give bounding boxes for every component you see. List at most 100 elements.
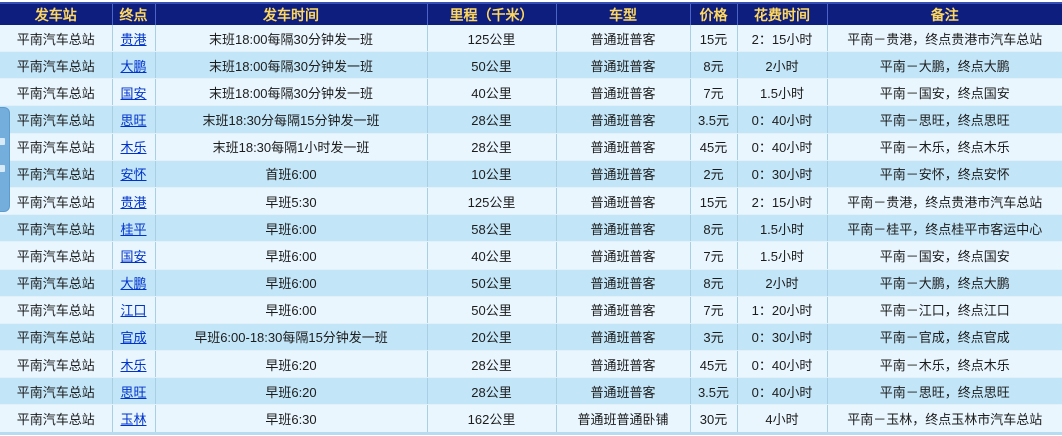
destination-link[interactable]: 思旺 [120, 384, 147, 400]
cell-destination: 江口 [112, 296, 156, 324]
cell-remark: 平南－国安，终点国安 [827, 78, 1062, 107]
widget-icon [0, 165, 5, 172]
cell-departure-time: 早班5:30 [155, 187, 428, 216]
destination-link[interactable]: 大鹏 [120, 276, 147, 292]
column-header-price: 价格 [690, 2, 738, 25]
cell-remark: 平南－贵港，终点贵港市汽车总站 [827, 25, 1062, 52]
destination-link[interactable]: 安怀 [120, 167, 147, 183]
cell-remark: 平南－贵港，终点贵港市汽车总站 [827, 187, 1062, 216]
cell-bus-type: 普通班普客 [556, 350, 691, 379]
destination-link[interactable]: 官成 [120, 330, 147, 346]
cell-bus-type: 普通班普客 [556, 51, 691, 80]
cell-bus-type: 普通班普客 [556, 377, 691, 406]
destination-link[interactable]: 玉林 [120, 412, 147, 428]
cell-bus-type: 普通班普客 [556, 187, 691, 216]
destination-link[interactable]: 贵港 [120, 194, 147, 210]
cell-distance: 58公里 [427, 214, 557, 243]
cell-departure-time: 早班6:00 [155, 269, 428, 297]
column-header-remark: 备注 [827, 2, 1062, 25]
cell-departure-time: 早班6:00 [155, 214, 428, 243]
destination-link[interactable]: 江口 [120, 303, 147, 319]
cell-departure-station: 平南汽车总站 [0, 269, 113, 297]
cell-distance: 125公里 [427, 187, 557, 216]
cell-departure-time: 早班6:30 [155, 404, 428, 435]
cell-departure-station: 平南汽车总站 [0, 105, 113, 134]
cell-departure-station: 平南汽车总站 [0, 187, 113, 216]
column-header-departure-station: 发车站 [0, 2, 113, 25]
cell-destination: 思旺 [112, 105, 156, 134]
cell-price: 3.5元 [690, 105, 738, 134]
cell-remark: 平南－木乐，终点木乐 [827, 350, 1062, 379]
cell-remark: 平南－大鹏，终点大鹏 [827, 269, 1062, 297]
cell-departure-station: 平南汽车总站 [0, 133, 113, 161]
cell-departure-station: 平南汽车总站 [0, 404, 113, 435]
cell-duration: 1.5小时 [737, 214, 828, 243]
destination-link[interactable]: 国安 [120, 85, 147, 101]
cell-destination: 玉林 [112, 404, 156, 435]
table-row: 平南汽车总站 玉林 早班6:30 162公里 普通班普通卧铺 30元 4小时 平南－玉林，终点… [0, 404, 1062, 435]
cell-price: 3元 [690, 323, 738, 352]
cell-departure-station: 平南汽车总站 [0, 241, 113, 270]
cell-remark: 平南－大鹏，终点大鹏 [827, 51, 1062, 80]
cell-destination: 木乐 [112, 350, 156, 379]
table-row: 平南汽车总站 安怀 首班6:00 10公里 普通班普客 2元 0：30小时 平南－安怀，终点安… [0, 160, 1062, 188]
cell-distance: 28公里 [427, 350, 557, 379]
cell-departure-time: 早班6:20 [155, 377, 428, 406]
cell-distance: 50公里 [427, 269, 557, 297]
cell-distance: 28公里 [427, 133, 557, 161]
cell-destination: 安怀 [112, 160, 156, 188]
cell-destination: 国安 [112, 241, 156, 270]
cell-distance: 125公里 [427, 25, 557, 52]
cell-bus-type: 普通班普客 [556, 160, 691, 188]
cell-departure-time: 早班6:00 [155, 241, 428, 270]
cell-duration: 1：20小时 [737, 296, 828, 324]
cell-departure-station: 平南汽车总站 [0, 78, 113, 107]
cell-bus-type: 普通班普通卧铺 [556, 404, 691, 435]
cell-bus-type: 普通班普客 [556, 214, 691, 243]
cell-price: 2元 [690, 160, 738, 188]
table-row: 平南汽车总站 大鹏 早班6:00 50公里 普通班普客 8元 2小时 平南－大鹏，终点大鹏 [0, 269, 1062, 297]
destination-link[interactable]: 木乐 [120, 140, 147, 156]
table-row: 平南汽车总站 贵港 末班18:00每隔30分钟发一班 125公里 普通班普客 15元 2：1… [0, 25, 1062, 52]
destination-link[interactable]: 木乐 [120, 357, 147, 373]
cell-price: 7元 [690, 241, 738, 270]
cell-distance: 162公里 [427, 404, 557, 435]
cell-duration: 2小时 [737, 51, 828, 80]
cell-distance: 28公里 [427, 105, 557, 134]
cell-departure-time: 末班18:00每隔30分钟发一班 [155, 51, 428, 80]
floating-sidebar-widget[interactable] [0, 107, 10, 212]
cell-distance: 50公里 [427, 296, 557, 324]
cell-price: 15元 [690, 25, 738, 52]
table-header: 发车站 终点 发车时间 里程（千米） 车型 价格 花费时间 备注 [0, 2, 1062, 25]
cell-duration: 2：15小时 [737, 25, 828, 52]
destination-link[interactable]: 桂平 [120, 221, 147, 237]
cell-price: 45元 [690, 133, 738, 161]
destination-link[interactable]: 思旺 [120, 112, 147, 128]
destination-link[interactable]: 贵港 [120, 31, 147, 47]
table-row: 平南汽车总站 木乐 末班18:30每隔1小时发一班 28公里 普通班普客 45元 0：40小… [0, 133, 1062, 161]
cell-distance: 10公里 [427, 160, 557, 188]
schedule-table-body: 平南汽车总站 贵港 末班18:00每隔30分钟发一班 125公里 普通班普客 15元 2：1… [0, 25, 1062, 435]
cell-departure-time: 末班18:00每隔30分钟发一班 [155, 78, 428, 107]
cell-duration: 4小时 [737, 404, 828, 435]
cell-price: 8元 [690, 269, 738, 297]
cell-remark: 平南－安怀，终点安怀 [827, 160, 1062, 188]
destination-link[interactable]: 大鹏 [120, 58, 147, 74]
table-row: 平南汽车总站 官成 早班6:00-18:30每隔15分钟发一班 20公里 普通班普客 3元… [0, 323, 1062, 352]
cell-price: 15元 [690, 187, 738, 216]
cell-destination: 官成 [112, 323, 156, 352]
cell-departure-station: 平南汽车总站 [0, 377, 113, 406]
cell-destination: 贵港 [112, 25, 156, 52]
widget-icon [0, 138, 5, 145]
table-row: 平南汽车总站 贵港 早班5:30 125公里 普通班普客 15元 2：15小时 平南－贵港，终… [0, 187, 1062, 216]
cell-remark: 平南－木乐，终点木乐 [827, 133, 1062, 161]
cell-departure-station: 平南汽车总站 [0, 214, 113, 243]
cell-departure-station: 平南汽车总站 [0, 296, 113, 324]
destination-link[interactable]: 国安 [120, 248, 147, 264]
column-header-duration: 花费时间 [737, 2, 828, 25]
cell-departure-time: 早班6:20 [155, 350, 428, 379]
cell-departure-station: 平南汽车总站 [0, 25, 113, 52]
column-header-bus-type: 车型 [556, 2, 691, 25]
cell-bus-type: 普通班普客 [556, 296, 691, 324]
